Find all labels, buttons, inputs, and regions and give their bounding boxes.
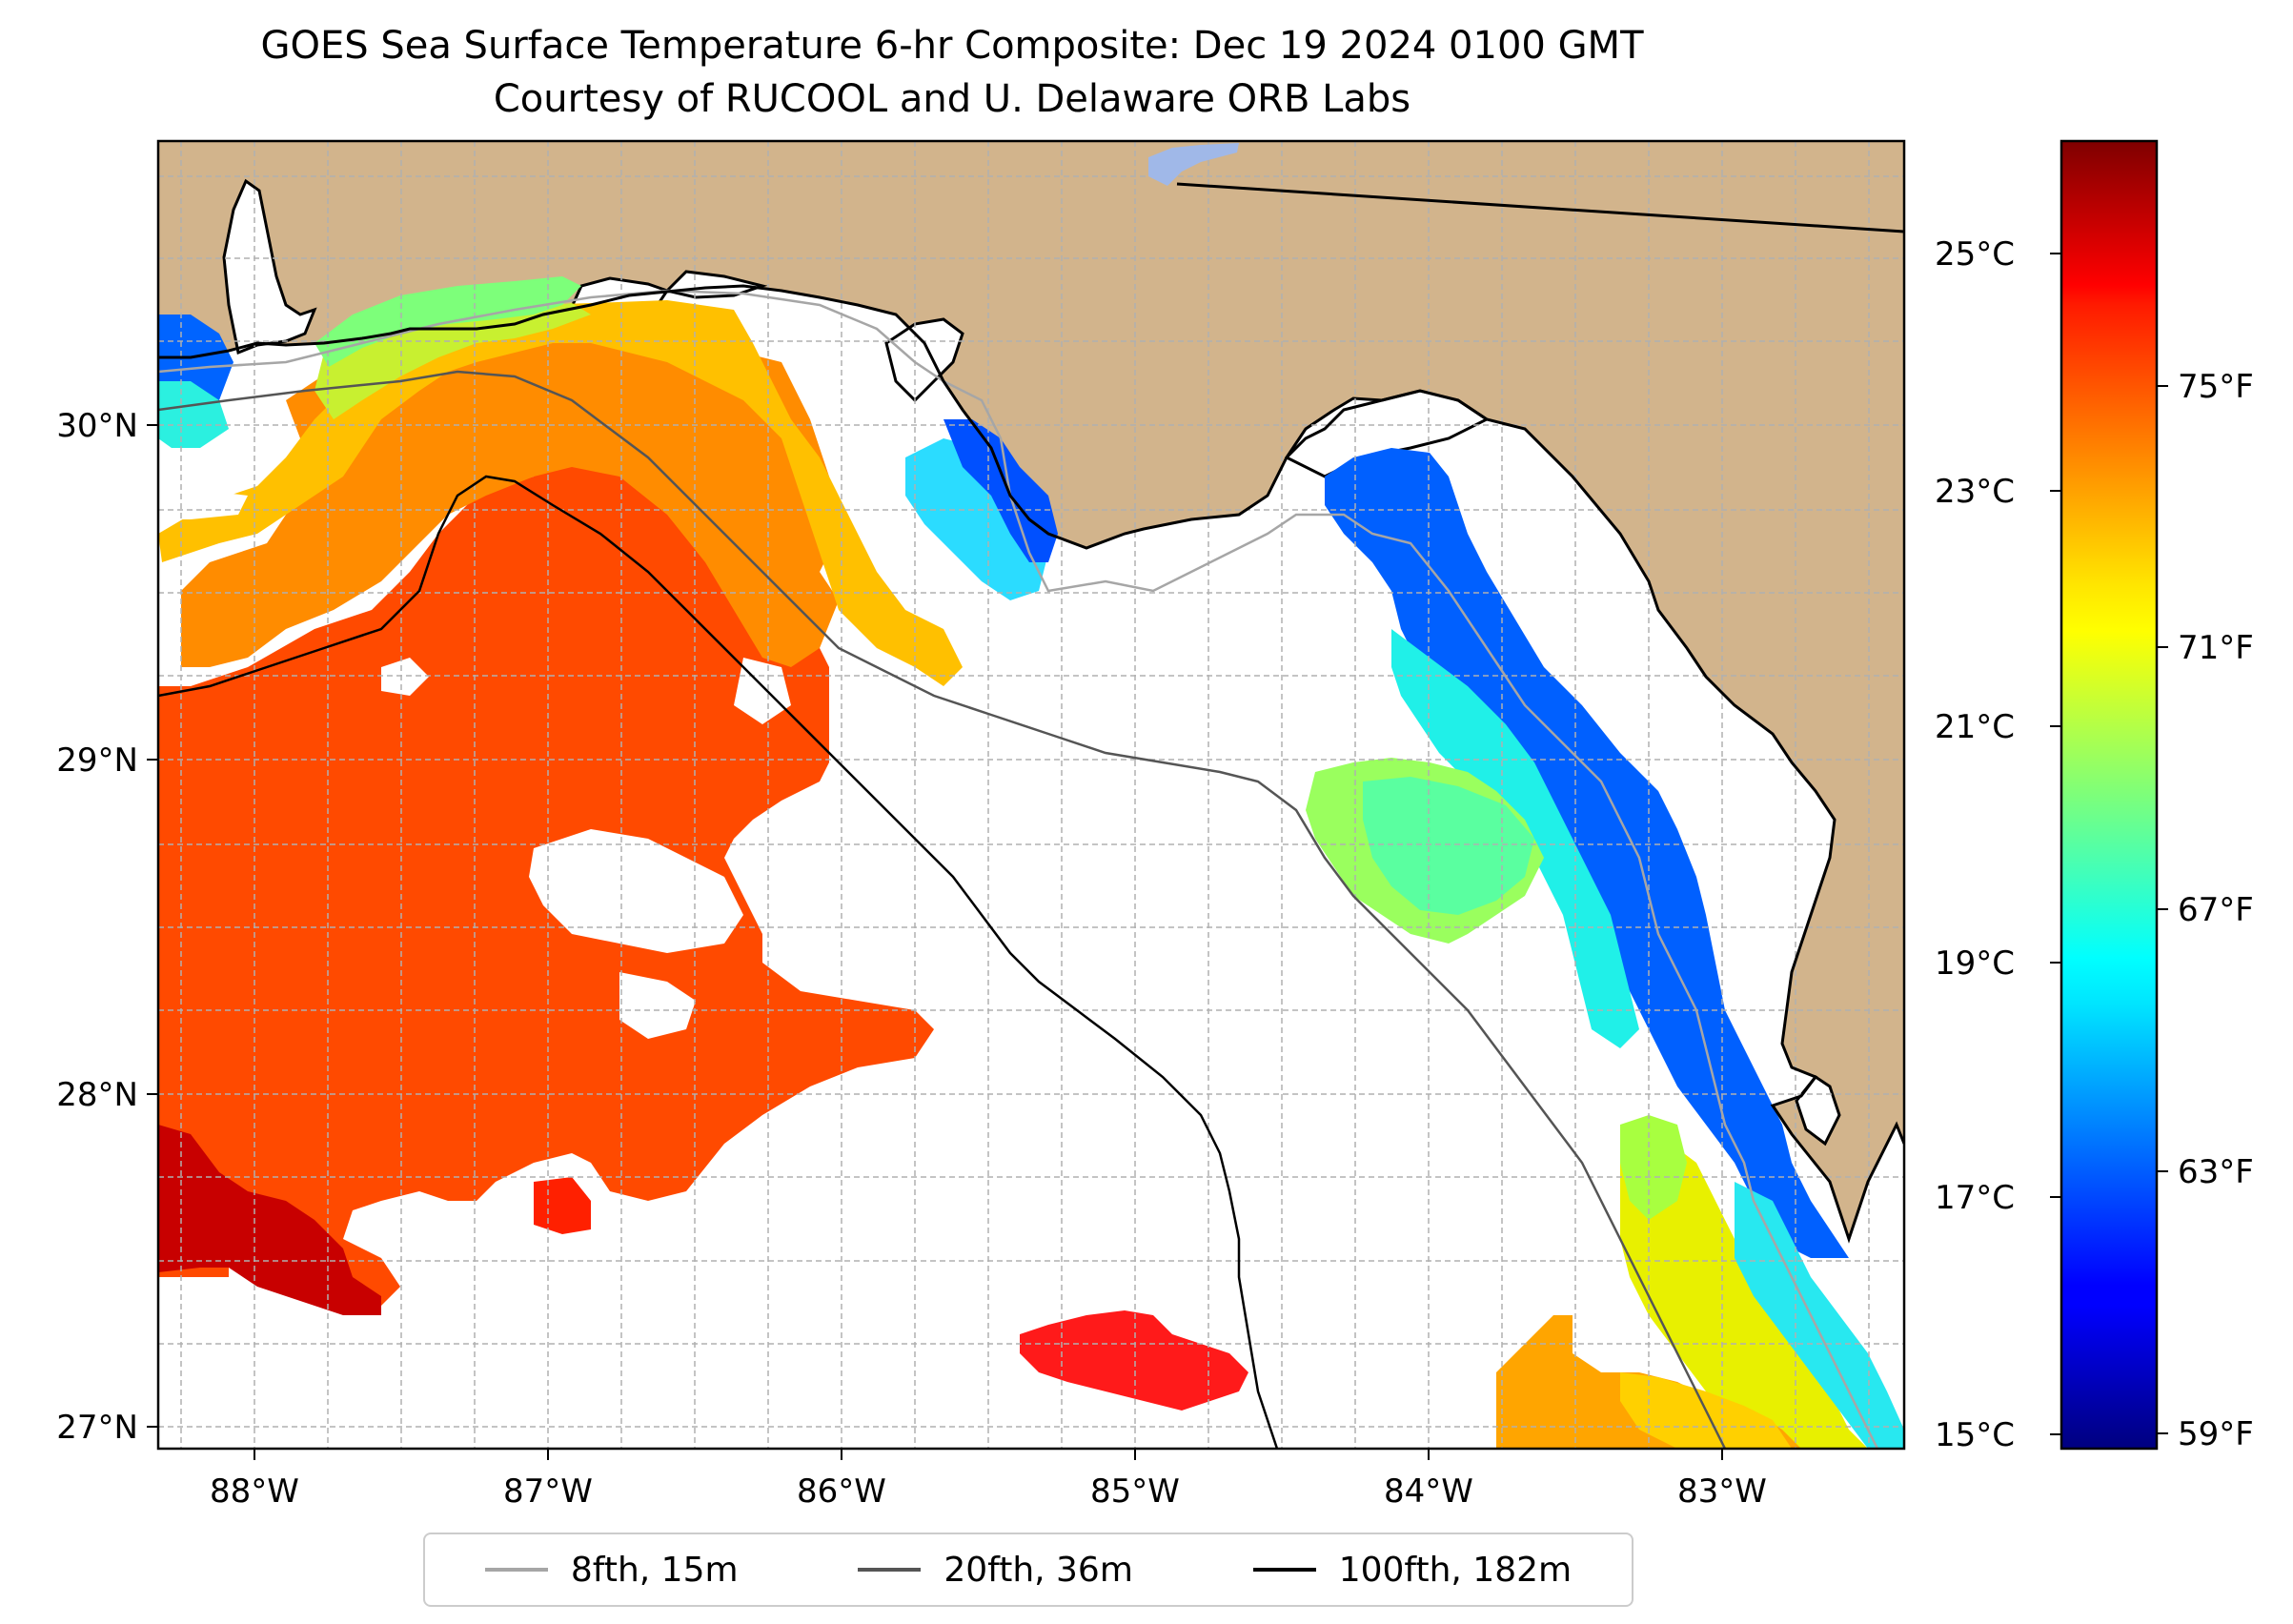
fahrenheit-tick-label: 75°F bbox=[2178, 368, 2254, 406]
legend-label: 20fth, 36m bbox=[944, 1550, 1133, 1590]
legend-swatch-8fth bbox=[484, 1568, 548, 1572]
sst-patch-cyan-mobile bbox=[158, 381, 229, 448]
legend-swatch-100fth bbox=[1252, 1568, 1316, 1572]
lat-tick-label: 29°N bbox=[56, 741, 138, 780]
sst-patch-cyan-bigbend bbox=[1391, 629, 1639, 1048]
legend-swatch-20fth bbox=[858, 1568, 922, 1572]
celsius-tick-label: 17°C bbox=[1935, 1179, 2015, 1217]
celsius-tick-label: 15°C bbox=[1935, 1416, 2015, 1454]
lon-tick-label: 87°W bbox=[503, 1472, 593, 1511]
isobath-100fth bbox=[158, 475, 1279, 1449]
colorbar-fahrenheit-ticks bbox=[2157, 385, 2168, 1434]
map-frame bbox=[156, 139, 1906, 1451]
isobath-legend: 8fth, 15m 20fth, 36m 100fth, 182m bbox=[423, 1533, 1634, 1607]
colorbar-celsius-ticks bbox=[2050, 253, 2061, 1435]
colorbar bbox=[2060, 139, 2159, 1451]
legend-label: 8fth, 15m bbox=[570, 1550, 739, 1590]
land-mass bbox=[158, 141, 1904, 1239]
celsius-tick-label: 21°C bbox=[1935, 708, 2015, 746]
lake bbox=[1148, 143, 1239, 186]
chart-subtitle: Courtesy of RUCOOL and U. Delaware ORB L… bbox=[493, 77, 1411, 121]
sst-patch-cyan-standrew bbox=[905, 438, 1048, 600]
celsius-tick-label: 23°C bbox=[1935, 473, 2015, 511]
st-andrew-bay bbox=[884, 317, 964, 403]
lon-tick-label: 88°W bbox=[210, 1472, 299, 1511]
fahrenheit-tick-label: 67°F bbox=[2178, 891, 2254, 929]
fahrenheit-tick-label: 71°F bbox=[2178, 629, 2254, 667]
celsius-tick-label: 25°C bbox=[1935, 235, 2015, 274]
lon-tick-label: 83°W bbox=[1677, 1472, 1767, 1511]
lon-tick-label: 85°W bbox=[1090, 1472, 1180, 1511]
lat-tick-labels: 27°N 28°N 29°N 30°N bbox=[56, 407, 138, 1447]
lat-tick-label: 27°N bbox=[56, 1409, 138, 1447]
colorbar-fahrenheit-labels: 59°F 63°F 67°F 71°F 75°F bbox=[2178, 368, 2254, 1453]
fahrenheit-tick-label: 63°F bbox=[2178, 1153, 2254, 1191]
sst-patch-blue-standrew bbox=[944, 419, 1058, 562]
mobile-bay bbox=[222, 178, 317, 355]
sst-patch-green-bigbend bbox=[1363, 777, 1534, 915]
gridlines bbox=[158, 141, 1904, 1449]
lat-tick-label: 28°N bbox=[56, 1076, 138, 1114]
legend-label: 100fth, 182m bbox=[1338, 1550, 1573, 1590]
nodata-gaps bbox=[162, 491, 915, 1039]
lat-tick-marks bbox=[147, 424, 158, 1428]
legend-item-20fth: 20fth, 36m bbox=[858, 1551, 1133, 1590]
celsius-tick-label: 19°C bbox=[1935, 944, 2015, 983]
sst-patch-greenyellow-tampa bbox=[1620, 1115, 1687, 1220]
lon-tick-labels: 88°W 87°W 86°W 85°W 84°W 83°W bbox=[210, 1472, 1767, 1511]
colorbar-celsius-labels: 15°C 17°C 19°C 21°C 23°C 25°C bbox=[1935, 235, 2015, 1454]
legend-item-8fth: 8fth, 15m bbox=[484, 1550, 739, 1590]
lon-tick-label: 86°W bbox=[797, 1472, 886, 1511]
lon-tick-label: 84°W bbox=[1384, 1472, 1473, 1511]
sst-patch-red-south bbox=[1020, 1310, 1248, 1411]
sst-patch-hot-southwest bbox=[158, 1125, 381, 1315]
sst-patch-blue-bigbend bbox=[1325, 448, 1849, 1258]
legend-item-100fth: 100fth, 182m bbox=[1252, 1550, 1573, 1590]
chart-title: GOES Sea Surface Temperature 6-hr Compos… bbox=[260, 24, 1644, 68]
lat-tick-label: 30°N bbox=[56, 407, 138, 445]
coastline bbox=[158, 284, 1904, 1244]
state-border bbox=[1176, 182, 1904, 233]
isobath-20fth bbox=[158, 370, 1727, 1449]
sst-patch-yellow-tampa bbox=[1620, 1125, 1868, 1449]
isobath-8fth bbox=[158, 289, 1879, 1449]
lon-tick-marks bbox=[254, 1449, 1723, 1460]
fahrenheit-tick-label: 59°F bbox=[2178, 1415, 2254, 1453]
